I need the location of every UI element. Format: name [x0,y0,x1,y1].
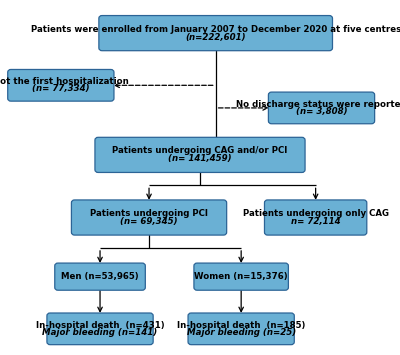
FancyBboxPatch shape [99,16,332,51]
FancyBboxPatch shape [268,92,375,124]
Text: (n= 3,808): (n= 3,808) [296,107,347,116]
Text: Patients were enrolled from January 2007 to December 2020 at five centres: Patients were enrolled from January 2007… [30,24,400,34]
Text: (n= 141,459): (n= 141,459) [168,154,232,163]
Text: Not the first hospitalization: Not the first hospitalization [0,77,129,86]
Text: No discharge status were reported: No discharge status were reported [236,100,400,109]
Text: n= 72,114: n= 72,114 [291,217,340,226]
Text: Men (n=53,965): Men (n=53,965) [61,272,139,281]
Text: (n= 69,345): (n= 69,345) [120,217,178,226]
FancyBboxPatch shape [47,313,153,345]
Text: In-hospital death  (n=431): In-hospital death (n=431) [36,321,164,330]
FancyBboxPatch shape [194,263,288,290]
Text: Major bleeding (n=25): Major bleeding (n=25) [186,328,296,337]
FancyBboxPatch shape [95,137,305,173]
FancyBboxPatch shape [55,263,145,290]
Text: (n=222,601): (n=222,601) [185,33,246,42]
Text: Women (n=15,376): Women (n=15,376) [194,272,288,281]
FancyBboxPatch shape [72,200,227,235]
Text: (n= 77,334): (n= 77,334) [32,84,90,93]
Text: Patients undergoing PCI: Patients undergoing PCI [90,209,208,218]
Text: Patients undergoing CAG and/or PCI: Patients undergoing CAG and/or PCI [112,146,288,155]
FancyBboxPatch shape [8,70,114,101]
Text: Patients undergoing only CAG: Patients undergoing only CAG [243,209,389,218]
Text: Major bleeding (n=141): Major bleeding (n=141) [42,328,158,337]
Text: In-hospital death  (n=185): In-hospital death (n=185) [177,321,305,330]
FancyBboxPatch shape [188,313,294,345]
FancyBboxPatch shape [264,200,367,235]
